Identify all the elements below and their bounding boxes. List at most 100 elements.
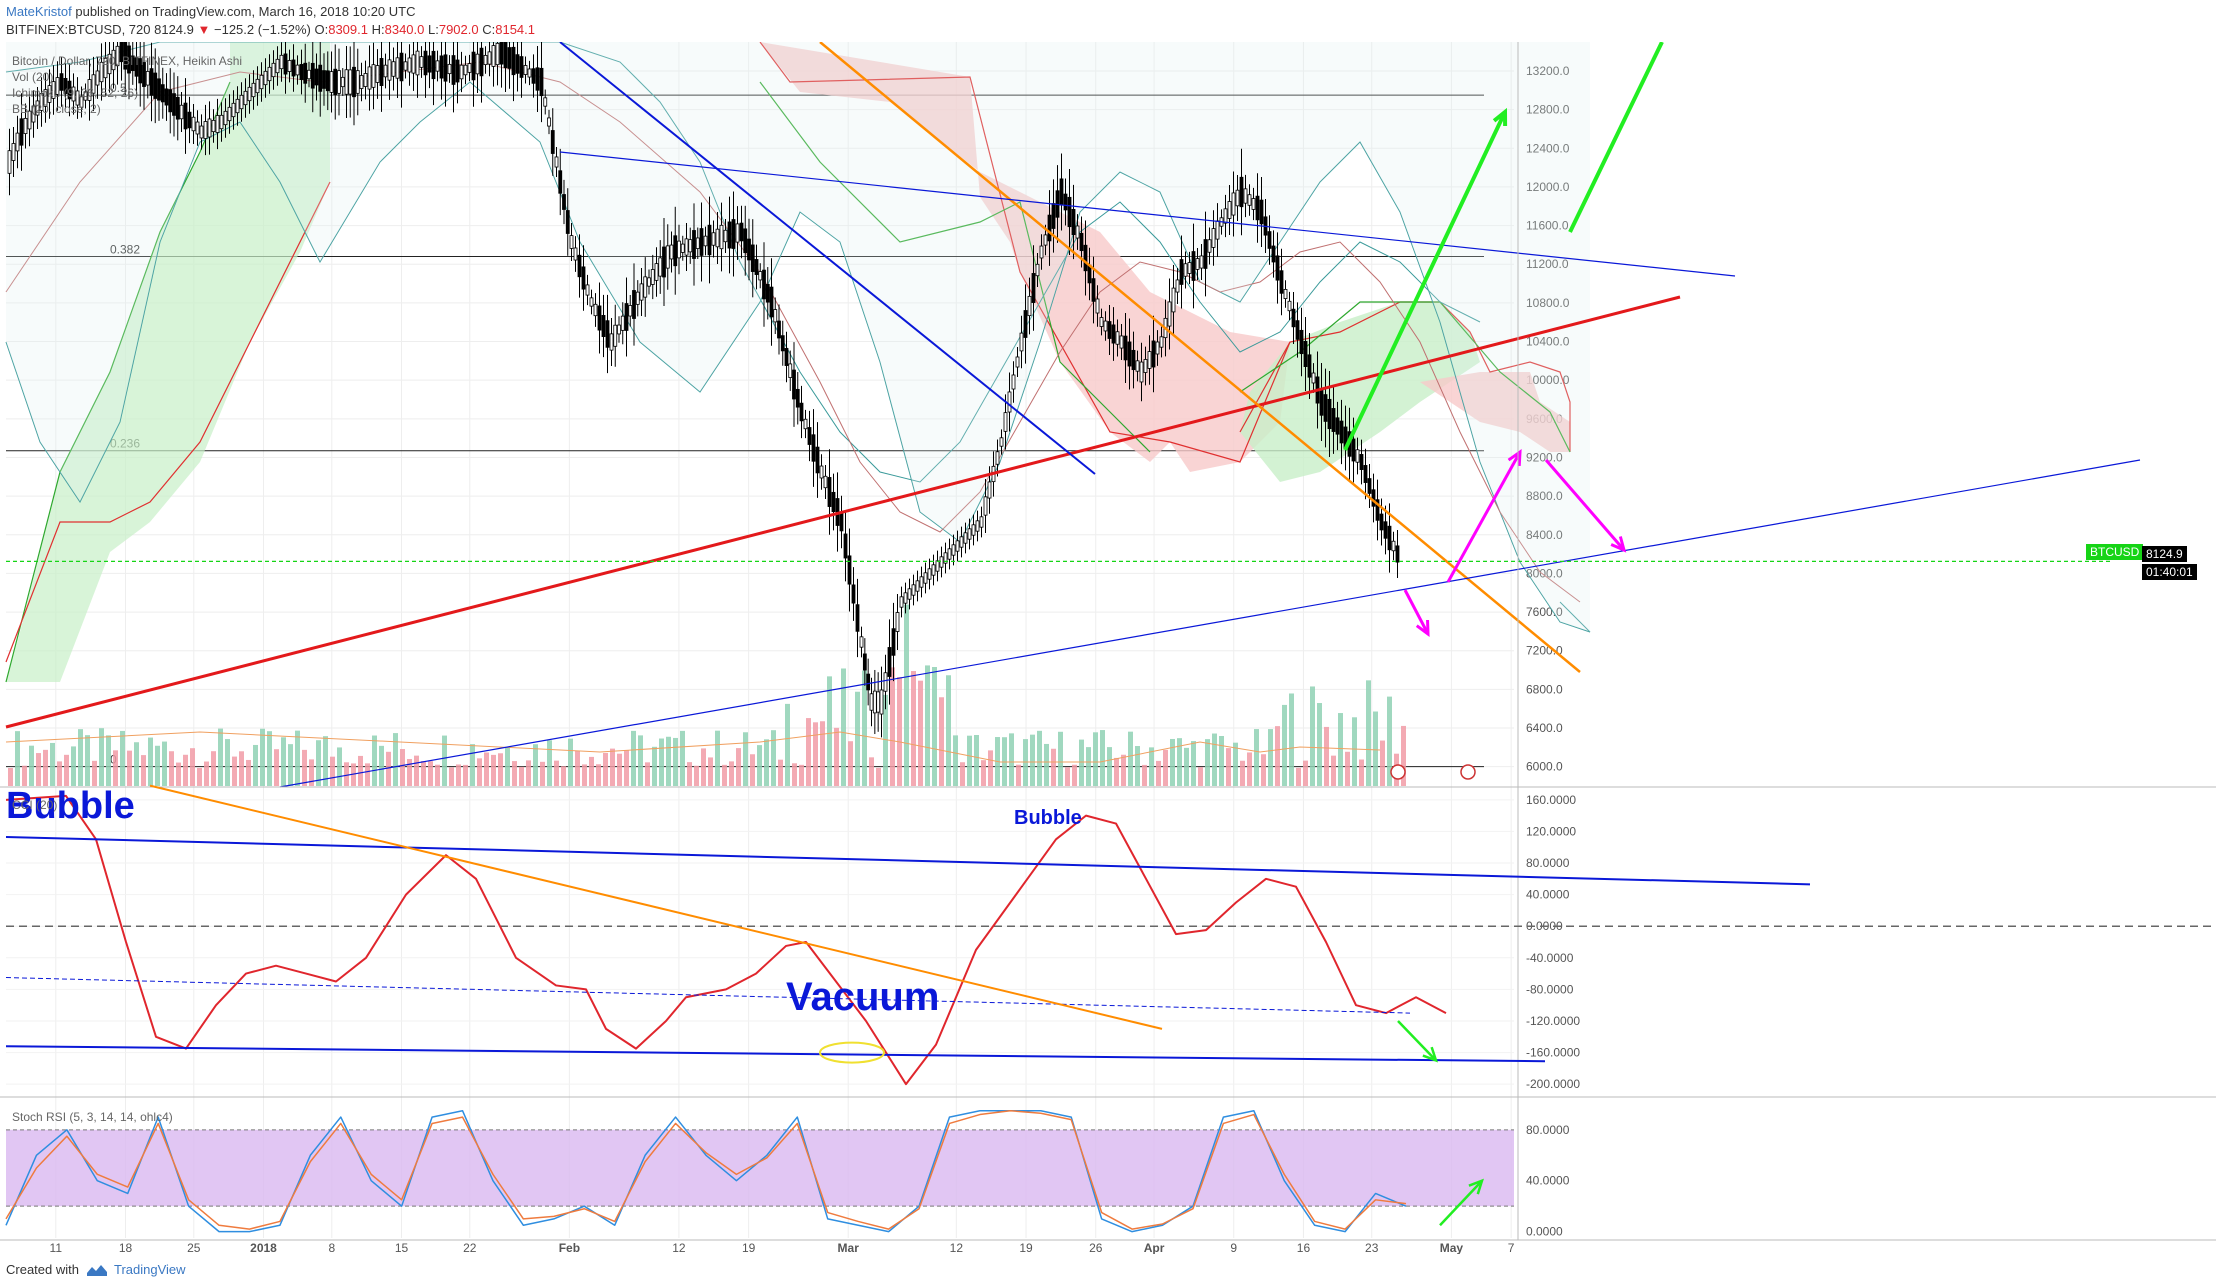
volume-bar bbox=[113, 750, 118, 786]
volume-bar bbox=[736, 748, 741, 786]
volume-bar bbox=[1107, 747, 1112, 786]
price-tick-label: 10800.0 bbox=[1526, 296, 1570, 310]
volume-bar bbox=[218, 728, 223, 786]
countdown-tag: 01:40:01 bbox=[2142, 564, 2197, 580]
candle-body bbox=[391, 61, 396, 77]
volume-bar bbox=[701, 748, 706, 786]
volume-bar bbox=[631, 730, 636, 786]
cci-tick-label: -80.0000 bbox=[1526, 982, 1574, 996]
volume-bar bbox=[1044, 743, 1049, 786]
candle-body bbox=[1375, 499, 1380, 521]
cci-tick-label: 40.0000 bbox=[1526, 888, 1570, 902]
candle-body bbox=[839, 512, 844, 532]
candle-body bbox=[919, 576, 924, 588]
candle-body bbox=[1239, 176, 1244, 208]
x-tick-label: 19 bbox=[742, 1241, 756, 1254]
candle-body bbox=[565, 210, 570, 234]
candle-body bbox=[403, 61, 408, 71]
x-tick-label: 12 bbox=[672, 1241, 686, 1254]
candle-body bbox=[1051, 203, 1056, 229]
symbol-price-tag: BTCUSD bbox=[2086, 544, 2144, 560]
candle-body bbox=[1031, 273, 1036, 303]
blue-resistance-line bbox=[559, 151, 1736, 277]
candle-body bbox=[788, 363, 793, 378]
candle-body bbox=[879, 689, 884, 715]
green-up-arrow-head bbox=[1492, 107, 1508, 127]
volume-bar bbox=[750, 754, 755, 786]
volume-bar bbox=[155, 745, 160, 786]
candle-body bbox=[215, 115, 220, 133]
volume-bar bbox=[1191, 741, 1196, 786]
x-tick-label: 22 bbox=[463, 1241, 477, 1254]
candle-body bbox=[635, 291, 640, 305]
published-text: published on TradingView.com, March 16, … bbox=[71, 4, 416, 19]
candle-body bbox=[1303, 341, 1308, 367]
author-link[interactable]: MateKristof bbox=[6, 4, 72, 19]
x-tick-label: 18 bbox=[119, 1241, 133, 1254]
candle-body bbox=[851, 584, 856, 604]
candle-body bbox=[780, 335, 785, 352]
volume-bar bbox=[624, 750, 629, 786]
candle-body bbox=[739, 222, 744, 242]
candle-body bbox=[628, 305, 633, 317]
candle-body bbox=[340, 76, 345, 88]
candle-body bbox=[983, 496, 988, 516]
bb-lower-band bbox=[5, 81, 1591, 633]
volume-bar bbox=[785, 703, 790, 786]
change-value: −125.2 (−1.52%) bbox=[214, 22, 311, 37]
volume-bar bbox=[1058, 731, 1063, 786]
candle-body bbox=[593, 303, 598, 317]
volume-bar bbox=[1051, 748, 1056, 786]
candle-body bbox=[1047, 214, 1052, 242]
x-tick-label: 12 bbox=[950, 1241, 964, 1254]
volume-bar bbox=[1072, 764, 1077, 786]
volume-bar bbox=[239, 751, 244, 786]
candle-body bbox=[267, 66, 272, 82]
candle-body bbox=[149, 68, 154, 96]
volume-bar bbox=[561, 766, 566, 786]
candle-body bbox=[799, 402, 804, 422]
candle-body bbox=[1015, 356, 1020, 368]
volume-bar bbox=[680, 730, 685, 786]
candle-body bbox=[903, 592, 908, 604]
volume-bar bbox=[22, 765, 27, 786]
candle-body bbox=[883, 672, 888, 692]
price-tick-label: 11600.0 bbox=[1526, 219, 1569, 233]
candle-body bbox=[1103, 320, 1108, 332]
volume-bar bbox=[260, 728, 265, 786]
price-tick-label: 12800.0 bbox=[1526, 103, 1570, 117]
candle-body bbox=[1287, 300, 1292, 312]
candle-body bbox=[899, 596, 904, 608]
volume-bar bbox=[757, 745, 762, 786]
ohlc-line: BITFINEX:BTCUSD, 720 8124.9 ▼ −125.2 (−1… bbox=[6, 22, 535, 37]
candle-body bbox=[665, 245, 670, 269]
low-label: L: bbox=[428, 22, 439, 37]
candle-body bbox=[647, 277, 651, 287]
candle-body bbox=[585, 284, 590, 296]
last-value: 8124.9 bbox=[154, 22, 194, 37]
candle-body bbox=[291, 59, 296, 77]
volume-bar bbox=[533, 744, 538, 786]
volume-bar bbox=[344, 762, 349, 786]
candle-body bbox=[203, 121, 208, 139]
candle-body bbox=[279, 54, 284, 70]
blue-downtrend-line bbox=[559, 42, 1096, 475]
candle-body bbox=[955, 540, 960, 552]
x-tick-label: 11 bbox=[50, 1241, 63, 1254]
candle-body bbox=[119, 42, 124, 63]
volume-bar bbox=[386, 751, 391, 786]
volume-bar bbox=[232, 756, 237, 786]
candle-body bbox=[1151, 340, 1156, 368]
candle-body bbox=[191, 116, 196, 132]
chart-canvas[interactable]: 13200.0 12800.0 12400.0 12000.0 11600.0 11200… bbox=[0, 42, 2216, 1254]
candle-body bbox=[295, 64, 300, 76]
candle-body bbox=[773, 309, 778, 323]
volume-bar bbox=[792, 763, 797, 786]
x-tick-label: 26 bbox=[1089, 1241, 1103, 1254]
candle-body bbox=[239, 94, 244, 110]
tradingview-link[interactable]: TradingView bbox=[114, 1262, 186, 1277]
legend-vol: Vol (20) bbox=[12, 70, 54, 84]
candle-body bbox=[1135, 360, 1140, 372]
volume-bar bbox=[57, 761, 62, 786]
candle-body bbox=[175, 96, 180, 120]
